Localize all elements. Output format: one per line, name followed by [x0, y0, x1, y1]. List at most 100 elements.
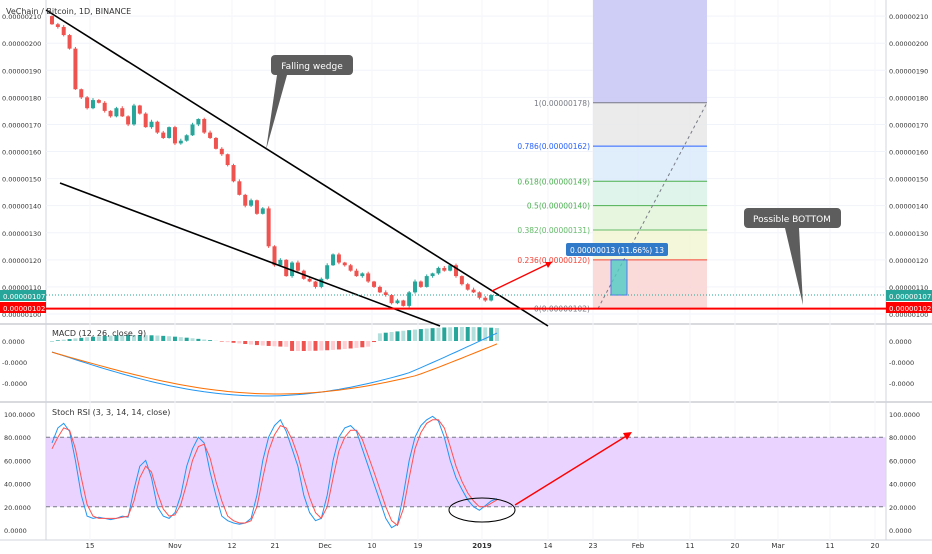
price-tick-left: 0.00000170 — [2, 121, 41, 129]
macd-histogram-bar — [337, 341, 341, 349]
time-tick: 23 — [589, 542, 598, 550]
price-tick-right: 0.00000150 — [889, 176, 928, 184]
candle-body — [191, 124, 195, 135]
time-tick: Nov — [168, 542, 182, 550]
macd-histogram-bar — [208, 340, 212, 341]
price-tick-right: 0.00000130 — [889, 230, 928, 238]
fib-band — [593, 260, 707, 309]
support-price-tag: 0.00000102 — [886, 302, 932, 313]
fib-band — [593, 181, 707, 205]
symbol-title: VeChain / Bitcoin, 1D, BINANCE — [6, 7, 131, 16]
fib-level-label: 0.5(0.00000140) — [527, 202, 590, 211]
macd-histogram-bar — [366, 341, 370, 347]
macd-histogram-bar — [390, 332, 394, 341]
current-price-left: 0.00000107 — [3, 293, 45, 301]
support-price-left: 0.00000102 — [3, 305, 45, 313]
measure-box — [611, 260, 627, 295]
candle-body — [489, 295, 493, 300]
time-tick: 15 — [86, 542, 95, 550]
macd-histogram-bar — [354, 341, 358, 348]
macd-histogram-bar — [378, 333, 382, 341]
macd-histogram-bar — [261, 341, 265, 346]
macd-histogram-bar — [308, 341, 312, 351]
candle-body — [354, 271, 358, 276]
candle-body — [267, 208, 271, 246]
macd-histogram-bar — [431, 328, 435, 341]
price-range-measure[interactable]: 0.00000013 (11.66%) 13 — [566, 243, 668, 256]
price-tick-right: 0.00000140 — [889, 203, 928, 211]
candle-body — [431, 273, 435, 276]
time-tick: 11 — [826, 542, 835, 550]
time-tick: 11 — [686, 542, 695, 550]
candle-body — [132, 105, 136, 124]
candle-body — [97, 100, 101, 103]
stoch-tick-left: 100.0000 — [4, 411, 35, 419]
price-tick-right: 0.00000170 — [889, 121, 928, 129]
macd-histogram-bar — [267, 341, 271, 346]
candle-body — [466, 284, 470, 289]
candle-body — [62, 27, 66, 35]
macd-title: MACD (12, 26, close, 9) — [52, 329, 146, 338]
price-tick-right: 0.00000180 — [889, 94, 928, 102]
price-tick-right: 0.00000160 — [889, 149, 928, 157]
candle-body — [91, 100, 95, 108]
candle-body — [401, 300, 405, 305]
candle-body — [349, 265, 353, 270]
candle-body — [202, 119, 206, 133]
candle-body — [419, 282, 423, 287]
candle-body — [460, 276, 464, 284]
macd-histogram-bar — [466, 327, 470, 341]
macd-histogram-bar — [448, 327, 452, 341]
macd-histogram-bar — [372, 341, 376, 342]
candle-body — [120, 108, 124, 116]
macd-tick-left: -0.0000 — [2, 359, 27, 367]
candle-body — [155, 122, 159, 133]
candle-body — [390, 295, 394, 303]
macd-histogram-bar — [442, 327, 446, 341]
macd-histogram-bar — [395, 331, 399, 341]
macd-histogram-bar — [185, 338, 189, 341]
macd-tick-left: -0.0000 — [2, 380, 27, 388]
price-tick-right: 0.00000190 — [889, 67, 928, 75]
price-tick-left: 0.00000190 — [2, 67, 41, 75]
macd-histogram-bar — [179, 337, 183, 341]
candle-body — [56, 24, 60, 27]
macd-histogram-bar — [196, 339, 200, 341]
candle-body — [85, 97, 89, 108]
price-tick-left: 0.00000120 — [2, 257, 41, 265]
macd-histogram-bar — [79, 338, 83, 341]
macd-histogram-bar — [407, 330, 411, 341]
candle-body — [413, 282, 417, 293]
falling-wedge-label: Falling wedge — [281, 62, 343, 72]
macd-histogram-bar — [68, 339, 72, 341]
candle-body — [366, 273, 370, 281]
macd-histogram-bar — [249, 341, 253, 345]
time-tick: 12 — [228, 542, 237, 550]
current-price-tag-left: 0.00000107 — [0, 290, 46, 301]
price-tick-right: 0.00000200 — [889, 40, 928, 48]
stoch-tick-right: 0.0000 — [889, 527, 912, 535]
macd-histogram-bar — [73, 338, 77, 341]
macd-histogram-bar — [477, 327, 481, 341]
macd-histogram-bar — [191, 338, 195, 341]
candle-body — [214, 138, 218, 149]
macd-histogram-bar — [319, 341, 323, 351]
macd-histogram-bar — [226, 341, 230, 342]
macd-histogram-bar — [62, 340, 66, 341]
candle-body — [378, 287, 382, 292]
fib-level-label: 0.236(0.00000120) — [517, 256, 590, 265]
macd-histogram-bar — [460, 327, 464, 341]
macd-histogram-bar — [284, 341, 288, 347]
macd-histogram-bar — [290, 341, 294, 351]
candle-body — [196, 119, 200, 124]
time-tick: Dec — [318, 542, 332, 550]
time-tick: 14 — [544, 542, 553, 550]
fib-level-label: 1(0.00000178) — [534, 99, 590, 108]
candle-body — [296, 263, 300, 271]
macd-histogram-bar — [401, 331, 405, 341]
candle-body — [167, 127, 171, 138]
fib-level-label: 0.382(0.00000131) — [517, 226, 590, 235]
candle-body — [331, 254, 335, 265]
stoch-tick-left: 60.0000 — [4, 457, 31, 465]
